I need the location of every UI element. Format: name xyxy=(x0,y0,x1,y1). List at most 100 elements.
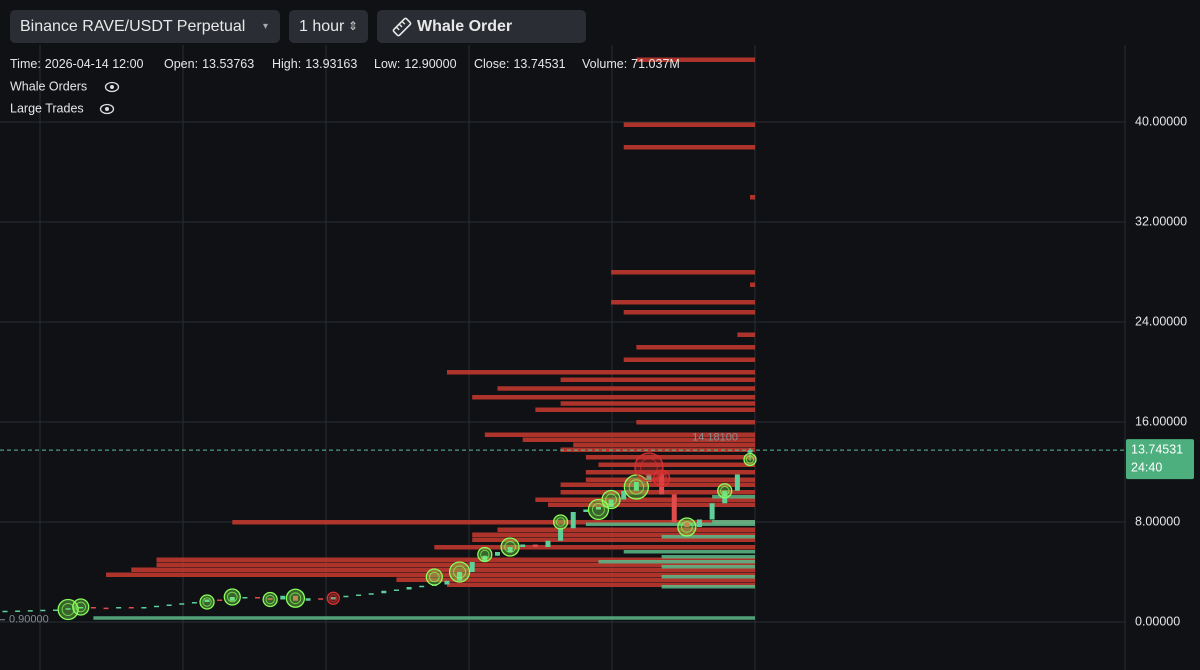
sell-whale-order xyxy=(623,357,755,362)
buy-trade-bubble xyxy=(677,517,697,537)
sell-whale-order xyxy=(522,437,755,442)
bubble-ring xyxy=(75,601,87,613)
buy-trade-bubble xyxy=(743,452,757,467)
bubble-ring xyxy=(745,455,755,464)
candle-body xyxy=(419,585,425,588)
bubble-ring xyxy=(504,541,516,553)
candle-body xyxy=(53,609,59,611)
candle-body xyxy=(229,597,235,601)
sell-whale-order xyxy=(472,537,755,542)
sell-whale-order xyxy=(611,300,755,305)
candle-body xyxy=(65,608,71,610)
info-label: Volume: xyxy=(582,57,627,71)
info-value: 2026-04-14 12:00 xyxy=(45,57,144,71)
candle-body xyxy=(671,494,677,522)
visibility-icon[interactable] xyxy=(104,81,120,93)
candle-body xyxy=(217,599,223,601)
candle-body xyxy=(457,572,463,581)
candle-body xyxy=(494,552,500,556)
caret: ▾ xyxy=(262,21,268,32)
buy-trade-bubble xyxy=(717,483,733,499)
buy-trade-bubble xyxy=(477,546,493,563)
info-item: Time: 2026-04-14 12:00 xyxy=(10,57,144,71)
candle-body xyxy=(406,587,412,590)
sell-whale-order xyxy=(623,310,755,315)
candle-body xyxy=(27,610,33,612)
candle-body xyxy=(292,595,298,601)
sell-whale-order xyxy=(484,432,755,437)
buy-whale-order xyxy=(661,565,755,569)
candle-body xyxy=(40,609,46,612)
bubble-ring xyxy=(605,493,618,506)
interval-select[interactable]: 1 hour ⇕ xyxy=(289,10,368,43)
candle-body xyxy=(595,507,601,510)
bubble-ring xyxy=(289,592,302,605)
bubble-ring xyxy=(591,503,605,516)
info-item: Low: 12.90000 xyxy=(374,57,457,71)
countdown-label: 24:40 xyxy=(1131,460,1162,474)
caret: ⇕ xyxy=(347,19,358,33)
buy-trade-bubble xyxy=(285,588,306,608)
buy-whale-order xyxy=(712,495,755,499)
sell-whale-order xyxy=(434,545,755,550)
bubble-ring xyxy=(226,591,238,603)
bubble-ring xyxy=(720,486,730,496)
candle-body xyxy=(722,490,728,504)
candle-body xyxy=(583,509,589,512)
sell-whale-order xyxy=(131,567,755,572)
candle-body xyxy=(78,607,84,609)
candle-body xyxy=(90,607,96,609)
candle-body xyxy=(204,599,210,602)
sell-whale-order xyxy=(535,497,755,502)
candle-body xyxy=(696,519,702,527)
sell-whale-order xyxy=(636,57,755,62)
candle-body xyxy=(621,490,627,500)
visibility-icon[interactable] xyxy=(99,103,115,115)
sell-whale-order xyxy=(472,395,755,400)
candle-body xyxy=(166,604,172,606)
candle-body xyxy=(520,544,526,547)
sell-whale-order xyxy=(232,520,755,525)
y-tick-label: 40.00000 xyxy=(1135,114,1187,128)
sell-whale-order xyxy=(623,145,755,150)
sell-whale-order xyxy=(547,502,755,507)
low-marker-label: 0.90000 xyxy=(9,614,49,626)
candle-body xyxy=(15,610,21,612)
candle-body xyxy=(608,499,614,507)
sell-whale-order xyxy=(737,332,755,337)
sell-whale-order xyxy=(560,490,755,495)
candle-body xyxy=(507,547,513,552)
buy-trade-bubble xyxy=(72,598,90,616)
candle-body xyxy=(2,610,8,613)
candle-body xyxy=(558,528,564,541)
legend-label: Large Trades xyxy=(10,101,84,115)
sell-whale-order xyxy=(611,270,755,275)
buy-whale-order xyxy=(598,560,755,564)
bubble-ring xyxy=(656,472,667,484)
candle-body xyxy=(305,598,311,601)
candle-body xyxy=(103,607,109,610)
candle-body xyxy=(356,594,362,596)
symbol-select[interactable]: Binance RAVE/USDT Perpetual ▾ xyxy=(10,10,280,43)
buy-whale-order xyxy=(661,555,755,559)
interval: 1 hour xyxy=(299,18,345,35)
info-value: 13.93163 xyxy=(305,57,357,71)
bubble-ring xyxy=(640,458,658,476)
ruler-icon xyxy=(392,17,412,37)
buy-whale-order xyxy=(585,522,755,526)
last-price-label: 13.74531 xyxy=(1131,442,1183,456)
candle-body xyxy=(255,597,261,599)
bubble-ring xyxy=(453,565,467,579)
buy-whale-order xyxy=(661,575,755,579)
legend-label: Whale Orders xyxy=(10,79,87,93)
sell-whale-order xyxy=(585,470,755,475)
symbol: Binance RAVE/USDT Perpetual xyxy=(20,18,246,35)
candle-body xyxy=(154,605,160,608)
sell-whale-order xyxy=(156,557,756,562)
bubble-ring xyxy=(480,549,490,560)
y-tick-label: 16.00000 xyxy=(1135,414,1187,428)
candle-body xyxy=(381,590,387,594)
sell-trade-bubble xyxy=(634,452,664,482)
